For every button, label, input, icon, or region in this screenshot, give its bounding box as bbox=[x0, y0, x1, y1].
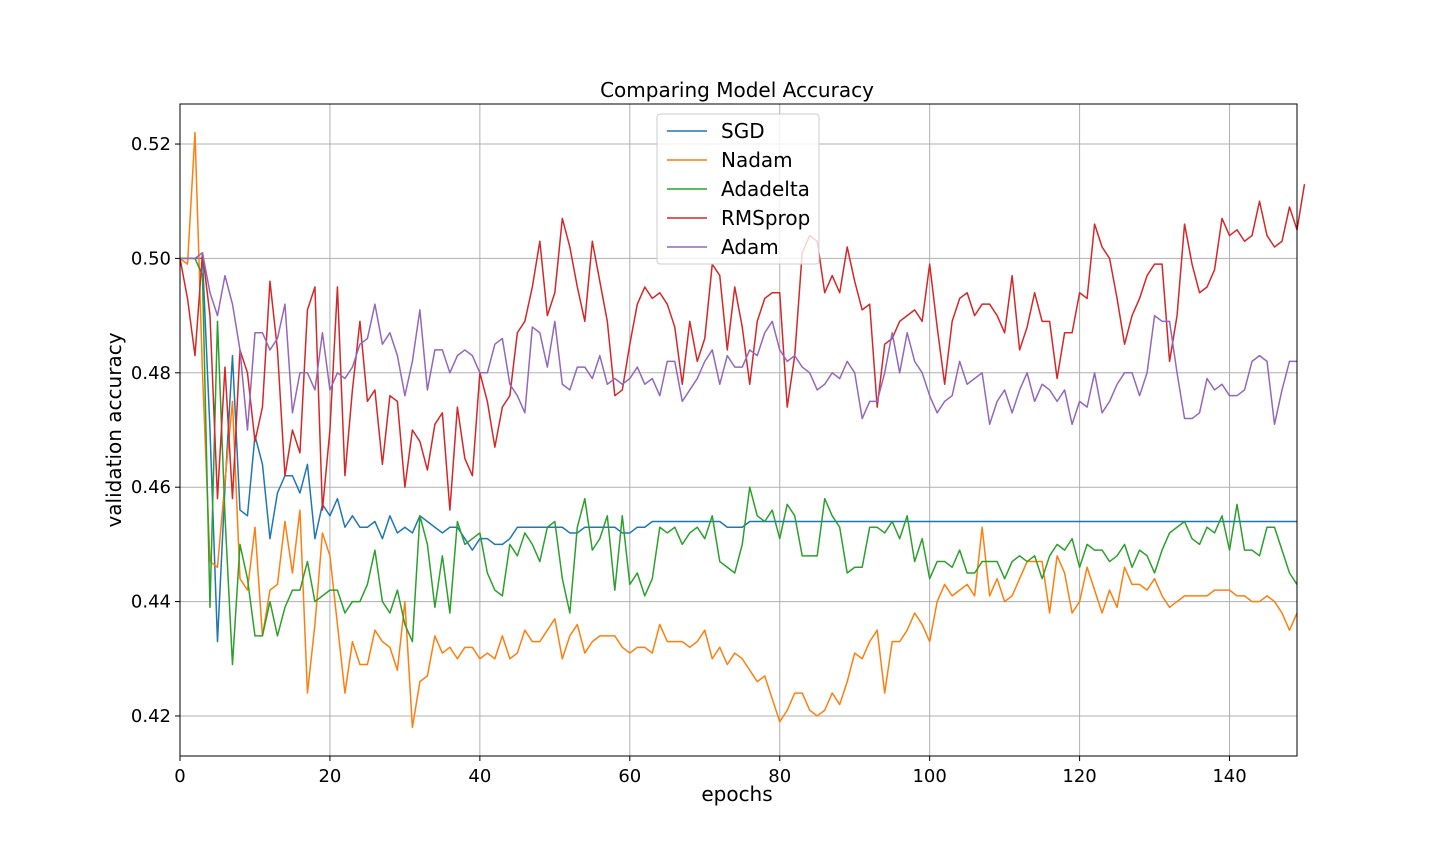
x-tick-label: 60 bbox=[618, 766, 641, 787]
series-line-adam bbox=[180, 251, 1297, 431]
chart-title: Comparing Model Accuracy bbox=[600, 78, 874, 102]
legend: SGD Nadam Adadelta RMSprop Adam bbox=[656, 113, 820, 265]
plot-area-frame bbox=[179, 103, 1298, 757]
legend-label-rmsprop: RMSprop bbox=[721, 206, 810, 230]
y-axis-ticks: 0.42 0.44 0.46 0.48 0.50 0.52 bbox=[131, 134, 180, 727]
legend-label-nadam: Nadam bbox=[721, 148, 793, 172]
legend-label-adadelta: Adadelta bbox=[721, 177, 810, 201]
x-tick-label: 80 bbox=[768, 766, 791, 787]
series-line-nadam bbox=[179, 131, 1298, 729]
legend-label-adam: Adam bbox=[721, 235, 779, 259]
y-axis-label: validation accuracy bbox=[102, 332, 126, 527]
series-line-sgd bbox=[180, 257, 1297, 643]
x-tick-label: 0 bbox=[174, 766, 185, 787]
x-tick-label: 40 bbox=[468, 766, 491, 787]
y-tick-label: 0.46 bbox=[131, 477, 171, 498]
y-tick-label: 0.48 bbox=[131, 363, 171, 384]
series-line-rmsprop bbox=[179, 183, 1306, 511]
y-tick-label: 0.42 bbox=[131, 706, 171, 727]
x-tick-label: 120 bbox=[1062, 766, 1096, 787]
x-tick-label: 100 bbox=[912, 766, 946, 787]
legend-frame bbox=[656, 113, 820, 265]
series-line-adadelta bbox=[180, 257, 1298, 666]
series-layer bbox=[179, 131, 1306, 729]
x-axis-ticks: 0 20 40 60 80 100 120 140 bbox=[174, 756, 1247, 787]
legend-label-sgd: SGD bbox=[721, 119, 765, 143]
y-tick-label: 0.50 bbox=[131, 248, 171, 269]
x-tick-label: 20 bbox=[318, 766, 341, 787]
x-tick-label: 140 bbox=[1212, 766, 1246, 787]
y-tick-label: 0.44 bbox=[131, 592, 171, 613]
y-tick-label: 0.52 bbox=[131, 134, 171, 155]
x-axis-label: epochs bbox=[701, 782, 772, 806]
